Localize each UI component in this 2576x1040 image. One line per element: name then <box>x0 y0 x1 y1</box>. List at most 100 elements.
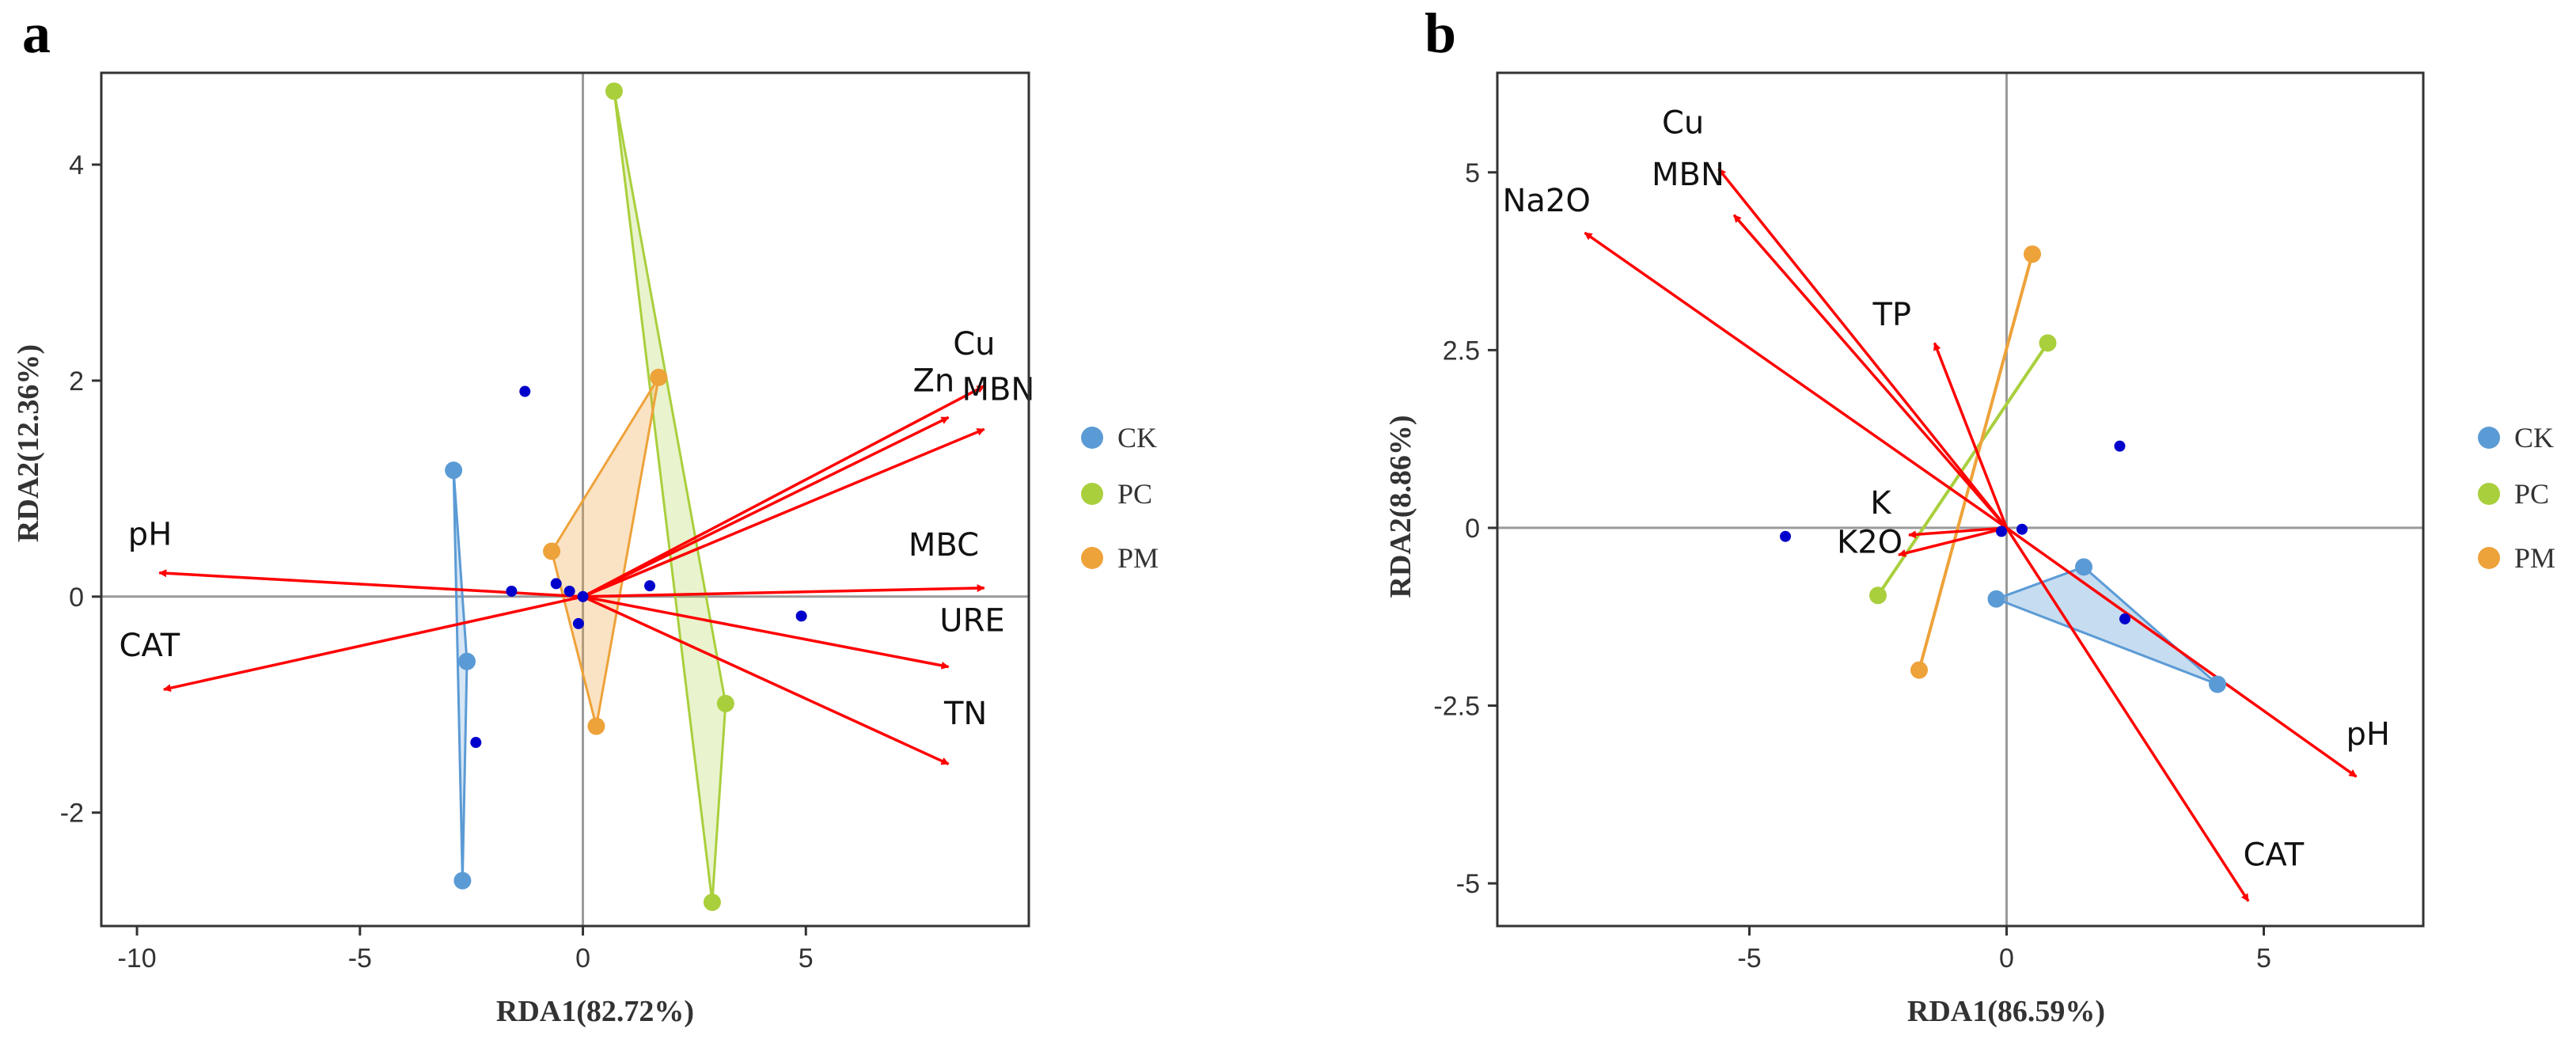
hull-ck-b <box>1995 565 2219 686</box>
arrow-label-k-b: K <box>1870 485 1892 522</box>
arrow-label-mbn-b: MBN <box>1652 157 1724 193</box>
legend-marker-pm-b <box>2478 547 2500 569</box>
arrow-label-cat-b: CAT <box>2244 837 2305 874</box>
arrow-k2o-b <box>1898 526 2007 557</box>
point-ck-1-b <box>2209 675 2226 693</box>
plot-frame-b <box>1496 71 2425 928</box>
arrow-mbn-b <box>1732 214 2008 529</box>
arrow-label-ph-a: pH <box>128 516 172 552</box>
y-axis-title-a: RDA2(12.36%) <box>12 344 45 542</box>
hull-ck-a <box>452 469 469 882</box>
panel-letter-b: b <box>1425 2 1456 65</box>
site-point-4-a <box>572 617 584 629</box>
x-tick-label-1-a: -5 <box>348 943 372 974</box>
point-pm-0-a <box>650 368 668 386</box>
arrow-zn-a <box>582 416 950 598</box>
arrow-tn-a <box>582 595 950 765</box>
point-pm-0-b <box>2024 245 2041 264</box>
legend-label-pm-b: PM <box>2514 542 2555 574</box>
point-pc-0-b <box>2039 334 2057 352</box>
arrow-label-ph-b: pH <box>2346 716 2390 753</box>
hull-pm-b <box>1918 253 2034 671</box>
y-tick-label-3-b: 2.5 <box>1443 336 1480 366</box>
legend-label-pc-b: PC <box>2514 478 2549 510</box>
legend-marker-ck-b <box>2478 427 2500 449</box>
point-pc-1-b <box>1869 586 1887 605</box>
arrow-tp-b <box>1933 342 2009 529</box>
x-tick-label-2-b: 5 <box>2256 943 2271 974</box>
arrow-label-zn-a: Zn <box>913 363 955 400</box>
point-pc-1-a <box>716 694 734 712</box>
site-point-0-a <box>519 385 531 397</box>
plot-frame-a <box>100 71 1030 928</box>
hull-pc-a <box>613 89 727 904</box>
legend-marker-pc-a <box>1081 483 1103 505</box>
x-tick-label-0-a: -10 <box>118 943 157 974</box>
point-pm-2-a <box>587 717 605 735</box>
site-point-4-b <box>2119 613 2130 624</box>
arrow-label-mbn-a: MBN <box>962 371 1034 408</box>
site-point-5-a <box>644 580 656 592</box>
arrow-label-cu-a: Cu <box>953 326 995 362</box>
legend-marker-pm-a <box>1081 547 1103 569</box>
legend-label-ck-a: CK <box>1117 422 1157 454</box>
site-point-8-a <box>577 590 589 602</box>
arrow-mbn-a <box>582 427 985 598</box>
x-tick-label-2-a: 0 <box>575 943 590 974</box>
legend-marker-pc-b <box>2478 483 2500 505</box>
panel-letter-a: a <box>22 2 51 65</box>
y-tick-label-2-b: 0 <box>1465 514 1480 544</box>
arrow-label-mbc-a: MBC <box>909 527 979 564</box>
point-pm-1-a <box>543 542 561 560</box>
arrow-cu-a <box>582 385 985 598</box>
y-tick-label-0-a: -2 <box>60 799 84 829</box>
arrow-label-ure-a: URE <box>939 602 1004 639</box>
point-ck-2-b <box>1987 590 2005 608</box>
y-tick-label-1-a: 0 <box>69 583 84 613</box>
site-point-2-a <box>550 578 562 590</box>
x-axis-title-a: RDA1(82.72%) <box>496 995 694 1028</box>
site-point-6-a <box>795 610 807 622</box>
legend-label-pc-a: PC <box>1117 478 1152 510</box>
point-ck-0-a <box>445 461 463 480</box>
x-tick-label-1-b: 0 <box>1999 943 2014 974</box>
arrow-label-na2o-b: Na2O <box>1503 183 1591 219</box>
arrow-label-tn-a: TN <box>943 696 987 732</box>
y-tick-label-1-b: -2.5 <box>1433 692 1480 722</box>
legend-b: CK PC PM <box>2478 422 2555 574</box>
site-point-1-a <box>506 585 518 597</box>
x-tick-label-3-a: 5 <box>799 943 814 974</box>
y-tick-label-3-a: 4 <box>69 150 84 180</box>
y-tick-label-4-b: 5 <box>1465 158 1480 188</box>
arrow-label-k2o-b: K2O <box>1837 524 1903 560</box>
point-ck-0-b <box>2075 558 2092 576</box>
legend-a: CK PC PM <box>1081 422 1159 574</box>
point-ck-1-a <box>458 652 476 670</box>
site-point-7-a <box>470 737 482 749</box>
site-point-0-b <box>1780 530 1791 542</box>
arrow-cat-b <box>2005 526 2250 902</box>
arrow-label-cat-a: CAT <box>120 628 180 664</box>
site-point-3-b <box>1996 526 2007 537</box>
arrow-cat-a <box>162 595 583 693</box>
arrow-label-tp-b: TP <box>1872 297 1912 333</box>
arrow-label-cu-b: Cu <box>1662 104 1704 141</box>
x-axis-title-b: RDA1(86.59%) <box>1907 995 2105 1028</box>
y-tick-label-2-a: 2 <box>69 366 84 397</box>
legend-label-ck-b: CK <box>2514 422 2554 454</box>
y-tick-label-0-b: -5 <box>1456 869 1480 899</box>
arrow-k-b <box>1908 526 2007 539</box>
legend-label-pm-a: PM <box>1117 542 1159 574</box>
point-pc-0-a <box>605 82 623 101</box>
point-ck-2-a <box>453 871 472 890</box>
site-point-3-a <box>563 585 575 597</box>
arrow-na2o-b <box>1584 231 2008 529</box>
legend-marker-ck-a <box>1081 427 1103 449</box>
arrow-ph-a <box>158 569 583 598</box>
arrow-ure-a <box>582 595 950 670</box>
